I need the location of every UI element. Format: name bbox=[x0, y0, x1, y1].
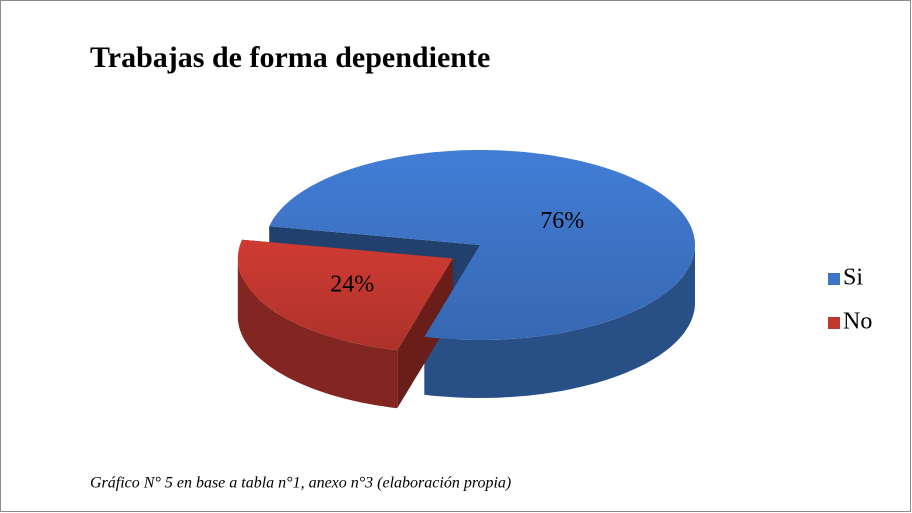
slice bbox=[269, 150, 695, 340]
chart-title: Trabajas de forma dependiente bbox=[90, 41, 490, 74]
slice-edge bbox=[237, 258, 398, 409]
slice bbox=[237, 239, 453, 351]
data-label: 76% bbox=[540, 208, 584, 234]
caption: Gráfico N° 5 en base a tabla n°1, anexo … bbox=[90, 475, 511, 492]
legend-label: Si bbox=[843, 265, 863, 291]
legend-swatch bbox=[828, 273, 840, 285]
data-label: 24% bbox=[330, 272, 374, 298]
legend-swatch bbox=[828, 317, 840, 329]
legend-label: No bbox=[843, 309, 872, 335]
slice-edge bbox=[424, 245, 695, 398]
